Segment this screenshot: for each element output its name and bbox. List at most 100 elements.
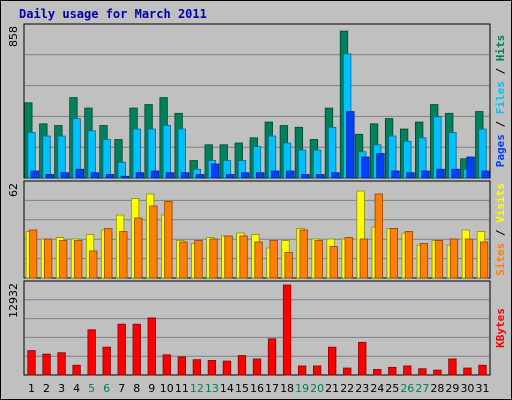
panel-visits-sites: 62 Sites / Visits [7,180,507,279]
bar-sites-day-3 [59,240,68,279]
tick-label-day-11: 11 [175,382,189,395]
bar-kbytes-day-26 [403,365,412,376]
tick-label-day-25: 25 [385,382,399,395]
bar-files-day-20 [312,149,322,179]
tick-label-day-15: 15 [235,382,249,395]
tick-label-day-9: 9 [148,382,155,395]
legend-pages: Pages [494,134,507,167]
bar-pages-day-4 [75,168,84,179]
bar-kbytes-day-22 [343,367,352,376]
bar-sites-day-31 [479,241,489,279]
legend-hits: Hits [494,35,507,62]
bar-sites-day-20 [314,240,323,279]
bar-sites-day-24 [374,193,384,279]
bar-files-day-10 [162,125,171,179]
bar-kbytes-day-8 [132,323,141,376]
tick-label-day-19: 19 [295,382,309,395]
tick-label-day-8: 8 [133,382,140,395]
tick-label-day-1: 1 [28,382,35,395]
bar-pages-day-13 [210,163,220,179]
tick-label-day-12: 12 [190,382,204,395]
bar-pages-day-5 [90,172,99,179]
max-label: 62 [7,183,20,197]
tick-label-day-4: 4 [73,382,80,395]
bar-sites-day-30 [464,238,474,279]
bar-sites-day-18 [284,252,293,279]
bar-kbytes-day-12 [192,359,202,376]
tick-label-day-24: 24 [370,382,384,395]
bar-pages-day-12 [195,174,205,179]
bar-sites-day-28 [434,240,444,279]
bar-files-day-11 [177,128,186,179]
bar-sites-day-10 [164,201,173,279]
bar-kbytes-day-21 [328,346,337,376]
bar-kbytes-day-1 [27,350,36,376]
page-title: Daily usage for March 2011 [19,7,207,21]
bar-kbytes-day-24 [373,369,382,376]
bar-kbytes-day-7 [117,323,126,376]
bar-pages-day-8 [135,172,145,179]
tick-label-day-18: 18 [280,382,294,395]
bar-sites-day-22 [344,237,353,279]
bar-sites-day-11 [179,241,188,279]
bar-files-day-6 [102,139,111,179]
bar-kbytes-day-16 [252,358,262,376]
bar-pages-day-18 [286,170,295,179]
bar-kbytes-day-31 [478,364,487,376]
bar-sites-day-5 [89,250,98,279]
bar-kbytes-day-27 [418,368,427,376]
bar-files-day-3 [57,135,66,179]
bar-sites-day-17 [269,240,278,279]
bar-pages-day-19 [301,174,310,179]
tick-label-day-21: 21 [325,382,339,395]
bar-pages-day-16 [256,172,265,179]
bar-kbytes-day-29 [448,358,457,376]
tick-label-day-14: 14 [220,382,234,395]
tick-label-day-5: 5 [88,382,95,395]
bar-kbytes-day-6 [102,346,111,376]
legend-kbytes: KBytes [494,308,507,348]
bar-kbytes-day-14 [222,360,232,376]
tick-label-day-23: 23 [355,382,369,395]
bar-kbytes-day-5 [87,329,96,376]
bar-sites-day-23 [359,238,368,279]
bar-kbytes-day-23 [358,341,367,376]
bar-files-day-2 [42,135,51,179]
tick-label-day-26: 26 [400,382,414,395]
tick-label-day-28: 28 [430,382,444,395]
bar-kbytes-day-20 [312,365,322,376]
bar-pages-day-24 [376,153,385,179]
bar-kbytes-day-25 [388,366,397,376]
bar-sites-day-8 [134,217,143,279]
bar-pages-day-26 [406,172,415,179]
legend-visits: Visits [494,183,507,223]
bar-kbytes-day-18 [282,284,292,376]
bar-sites-day-19 [299,229,308,279]
legend-sites: Sites [494,243,507,276]
bar-pages-day-22 [346,111,355,179]
bar-pages-day-1 [30,170,39,179]
bar-sites-day-6 [104,228,113,279]
tick-label-day-17: 17 [265,382,279,395]
bar-sites-day-26 [404,231,414,279]
bar-pages-day-11 [180,172,190,179]
bar-files-day-19 [297,149,307,179]
bar-pages-day-30 [466,156,475,179]
bar-sites-day-29 [449,238,459,279]
tick-label-day-20: 20 [310,382,324,395]
legend-files: Files [494,81,507,114]
bar-pages-day-10 [165,172,175,179]
bar-sites-day-14 [224,235,233,279]
bar-kbytes-day-28 [433,369,442,376]
legend-hits-files-pages: Pages / Files / Hits [494,35,507,168]
bar-sites-day-1 [28,229,38,279]
bar-pages-day-9 [150,170,160,179]
bar-sites-day-16 [254,241,263,279]
bar-kbytes-day-10 [162,354,171,376]
tick-label-day-2: 2 [43,382,50,395]
bar-kbytes-day-13 [207,359,217,376]
bar-sites-day-21 [329,246,338,279]
panel-kbytes: 12932 KBytes [7,280,507,376]
bar-pages-day-6 [105,174,115,179]
